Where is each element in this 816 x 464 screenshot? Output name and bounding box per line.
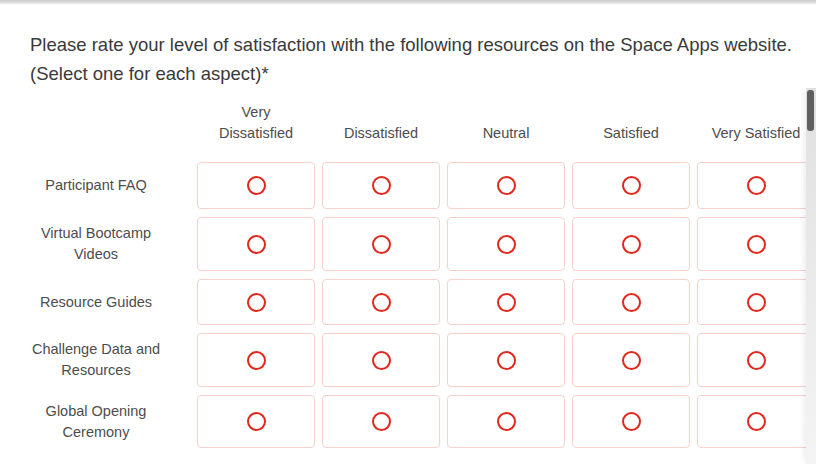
radio-icon[interactable] xyxy=(372,351,391,370)
row-label: Challenge Data and Resources xyxy=(2,333,190,387)
radio-icon[interactable] xyxy=(622,235,641,254)
radio-cell-r3-c3[interactable] xyxy=(447,279,565,325)
radio-icon[interactable] xyxy=(622,176,641,195)
row-label: Participant FAQ xyxy=(2,162,190,209)
radio-cell-r4-c1[interactable] xyxy=(197,333,315,387)
radio-icon[interactable] xyxy=(247,351,266,370)
radio-icon[interactable] xyxy=(497,176,516,195)
radio-icon[interactable] xyxy=(372,235,391,254)
radio-icon[interactable] xyxy=(247,412,266,431)
column-header-very-satisfied: Very Satisfied xyxy=(697,98,815,146)
matrix-row-resource-guides: Resource Guides xyxy=(2,279,816,325)
column-header-neutral: Neutral xyxy=(447,98,565,146)
radio-cell-r3-c5[interactable] xyxy=(697,279,815,325)
radio-cell-r1-c4[interactable] xyxy=(572,162,690,209)
radio-cell-r1-c3[interactable] xyxy=(447,162,565,209)
radio-cell-r1-c1[interactable] xyxy=(197,162,315,209)
radio-cell-r1-c2[interactable] xyxy=(322,162,440,209)
radio-cell-r5-c3[interactable] xyxy=(447,395,565,448)
radio-cell-r2-c1[interactable] xyxy=(197,217,315,271)
radio-cell-r5-c2[interactable] xyxy=(322,395,440,448)
radio-cell-r4-c2[interactable] xyxy=(322,333,440,387)
radio-icon[interactable] xyxy=(747,293,766,312)
radio-cell-r2-c4[interactable] xyxy=(572,217,690,271)
scrollbar-track[interactable] xyxy=(806,88,816,464)
radio-icon[interactable] xyxy=(497,412,516,431)
header-spacer xyxy=(2,98,190,146)
radio-cell-r4-c4[interactable] xyxy=(572,333,690,387)
matrix-row-challenge-data-and-resources: Challenge Data and Resources xyxy=(2,333,816,387)
matrix-row-global-opening-ceremony: Global Opening Ceremony xyxy=(2,395,816,448)
top-divider xyxy=(0,0,816,4)
radio-cell-r5-c1[interactable] xyxy=(197,395,315,448)
radio-cell-r4-c3[interactable] xyxy=(447,333,565,387)
radio-cell-r2-c5[interactable] xyxy=(697,217,815,271)
radio-icon[interactable] xyxy=(372,412,391,431)
row-label: Global Opening Ceremony xyxy=(2,395,190,448)
radio-icon[interactable] xyxy=(247,293,266,312)
column-header-very-dissatisfied: Very Dissatisfied xyxy=(197,98,315,146)
radio-icon[interactable] xyxy=(747,351,766,370)
radio-icon[interactable] xyxy=(747,412,766,431)
matrix-row-participant-faq: Participant FAQ xyxy=(2,162,816,209)
radio-cell-r3-c1[interactable] xyxy=(197,279,315,325)
column-header-satisfied: Satisfied xyxy=(572,98,690,146)
matrix-row-virtual-bootcamp-videos: Virtual Bootcamp Videos xyxy=(2,217,816,271)
radio-icon[interactable] xyxy=(622,412,641,431)
radio-cell-r5-c4[interactable] xyxy=(572,395,690,448)
question-label: Please rate your level of satisfaction w… xyxy=(30,34,792,84)
radio-icon[interactable] xyxy=(747,176,766,195)
radio-icon[interactable] xyxy=(372,293,391,312)
radio-icon[interactable] xyxy=(372,176,391,195)
radio-cell-r3-c2[interactable] xyxy=(322,279,440,325)
radio-icon[interactable] xyxy=(497,235,516,254)
row-label: Resource Guides xyxy=(2,279,190,325)
radio-icon[interactable] xyxy=(622,293,641,312)
radio-cell-r5-c5[interactable] xyxy=(697,395,815,448)
required-asterisk: * xyxy=(261,63,268,84)
radio-cell-r3-c4[interactable] xyxy=(572,279,690,325)
matrix-header-row: Very Dissatisfied Dissatisfied Neutral S… xyxy=(2,98,816,146)
radio-cell-r2-c2[interactable] xyxy=(322,217,440,271)
radio-cell-r4-c5[interactable] xyxy=(697,333,815,387)
radio-icon[interactable] xyxy=(747,235,766,254)
radio-icon[interactable] xyxy=(497,293,516,312)
satisfaction-matrix: Very Dissatisfied Dissatisfied Neutral S… xyxy=(2,98,816,456)
question-text: Please rate your level of satisfaction w… xyxy=(30,30,810,88)
radio-cell-r2-c3[interactable] xyxy=(447,217,565,271)
radio-icon[interactable] xyxy=(497,351,516,370)
radio-icon[interactable] xyxy=(247,176,266,195)
radio-cell-r1-c5[interactable] xyxy=(697,162,815,209)
radio-icon[interactable] xyxy=(622,351,641,370)
radio-icon[interactable] xyxy=(247,235,266,254)
column-header-dissatisfied: Dissatisfied xyxy=(322,98,440,146)
scrollbar-thumb[interactable] xyxy=(807,90,814,131)
row-label: Virtual Bootcamp Videos xyxy=(2,217,190,271)
